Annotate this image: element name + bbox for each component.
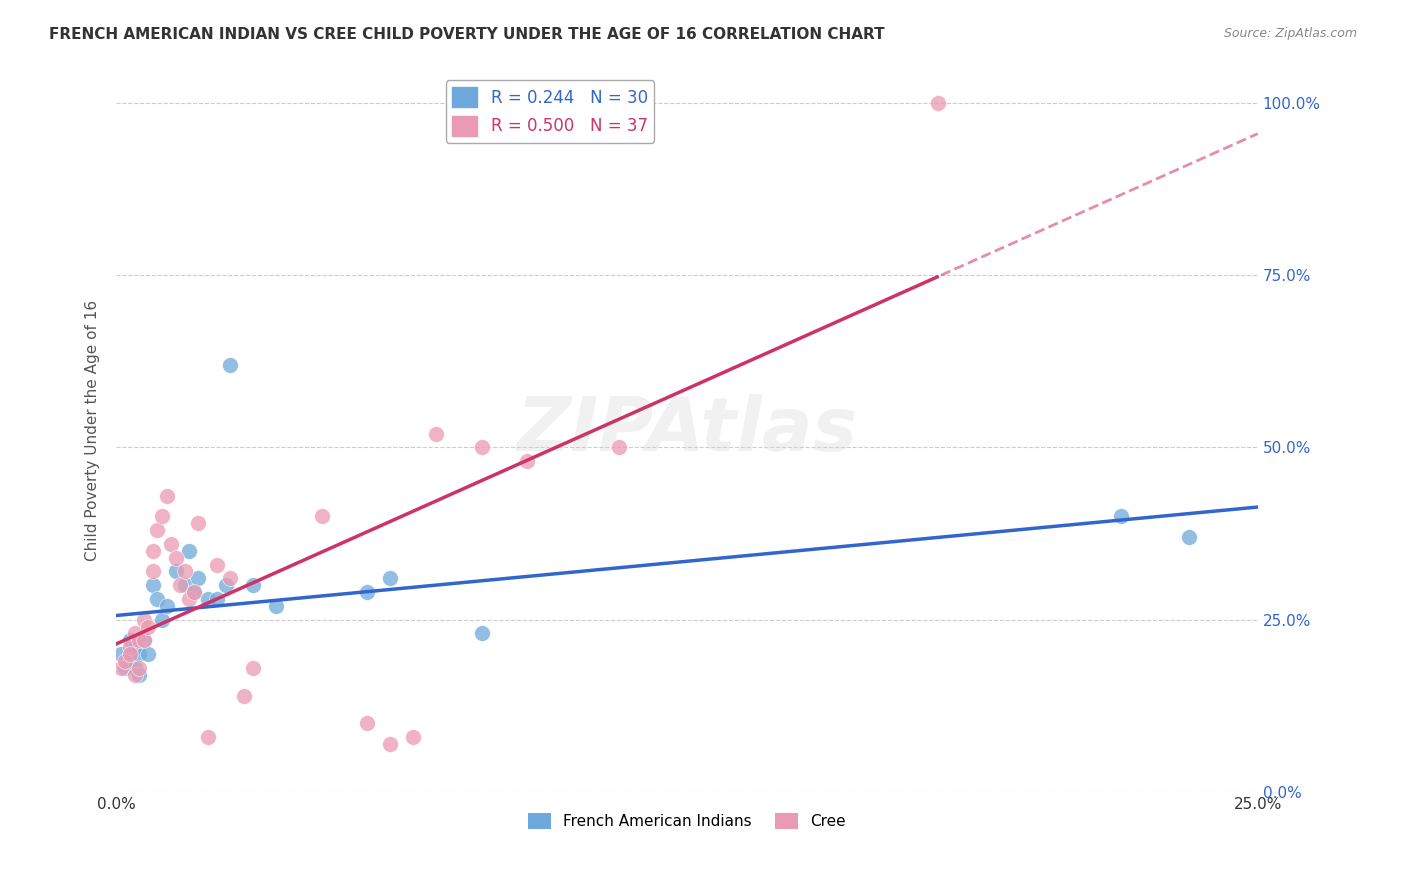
Point bbox=[124, 668, 146, 682]
Point bbox=[110, 661, 132, 675]
Point bbox=[124, 640, 146, 655]
Point bbox=[136, 647, 159, 661]
Point bbox=[425, 426, 447, 441]
Point bbox=[118, 647, 141, 661]
Point bbox=[264, 599, 287, 613]
Point bbox=[110, 647, 132, 661]
Text: ZIPAtlas: ZIPAtlas bbox=[516, 393, 858, 467]
Point bbox=[146, 592, 169, 607]
Point bbox=[402, 730, 425, 744]
Point bbox=[187, 516, 209, 531]
Point bbox=[197, 730, 219, 744]
Point bbox=[179, 544, 201, 558]
Point bbox=[118, 654, 141, 668]
Point bbox=[142, 578, 165, 592]
Point bbox=[233, 689, 256, 703]
Point bbox=[142, 565, 165, 579]
Point bbox=[356, 585, 378, 599]
Point bbox=[187, 571, 209, 585]
Point bbox=[1178, 530, 1201, 544]
Point bbox=[160, 537, 183, 551]
Point bbox=[471, 626, 494, 640]
Point bbox=[128, 647, 150, 661]
Point bbox=[356, 716, 378, 731]
Point bbox=[173, 565, 195, 579]
Text: FRENCH AMERICAN INDIAN VS CREE CHILD POVERTY UNDER THE AGE OF 16 CORRELATION CHA: FRENCH AMERICAN INDIAN VS CREE CHILD POV… bbox=[49, 27, 884, 42]
Point bbox=[142, 544, 165, 558]
Point bbox=[128, 633, 150, 648]
Point bbox=[311, 509, 333, 524]
Point bbox=[165, 550, 187, 565]
Point bbox=[136, 619, 159, 633]
Point bbox=[165, 565, 187, 579]
Point bbox=[607, 441, 630, 455]
Point bbox=[173, 578, 195, 592]
Point bbox=[242, 661, 264, 675]
Point bbox=[128, 668, 150, 682]
Point bbox=[132, 633, 155, 648]
Point bbox=[169, 578, 191, 592]
Point bbox=[183, 585, 205, 599]
Point bbox=[150, 613, 173, 627]
Point bbox=[380, 737, 402, 751]
Point bbox=[179, 592, 201, 607]
Point bbox=[205, 558, 228, 572]
Point bbox=[150, 509, 173, 524]
Point bbox=[183, 585, 205, 599]
Point bbox=[219, 571, 242, 585]
Point bbox=[118, 633, 141, 648]
Point bbox=[114, 661, 136, 675]
Point bbox=[155, 599, 177, 613]
Point bbox=[132, 613, 155, 627]
Point bbox=[927, 95, 949, 110]
Point bbox=[128, 661, 150, 675]
Point bbox=[205, 592, 228, 607]
Point bbox=[124, 626, 146, 640]
Point bbox=[219, 358, 242, 372]
Legend: French American Indians, Cree: French American Indians, Cree bbox=[522, 806, 852, 835]
Point bbox=[380, 571, 402, 585]
Point bbox=[118, 640, 141, 655]
Point bbox=[132, 633, 155, 648]
Point bbox=[471, 441, 494, 455]
Point bbox=[1109, 509, 1132, 524]
Point bbox=[516, 454, 538, 468]
Point bbox=[242, 578, 264, 592]
Point bbox=[114, 654, 136, 668]
Point bbox=[124, 661, 146, 675]
Point bbox=[146, 523, 169, 537]
Text: Source: ZipAtlas.com: Source: ZipAtlas.com bbox=[1223, 27, 1357, 40]
Point bbox=[197, 592, 219, 607]
Y-axis label: Child Poverty Under the Age of 16: Child Poverty Under the Age of 16 bbox=[86, 300, 100, 561]
Point bbox=[155, 489, 177, 503]
Point bbox=[215, 578, 238, 592]
